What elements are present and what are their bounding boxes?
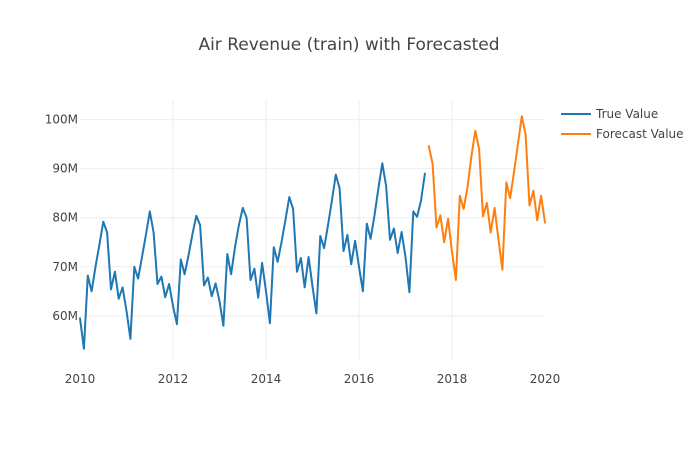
legend-item[interactable]: True Value: [561, 107, 658, 121]
x-tick-label: 2020: [530, 372, 561, 386]
series-lines: [79, 115, 546, 350]
y-tick-label: 90M: [52, 162, 78, 176]
legend-label: True Value: [595, 107, 658, 121]
y-tick-label: 70M: [52, 260, 78, 274]
chart-title: Air Revenue (train) with Forecasted: [198, 35, 499, 55]
series-line-true-value: [79, 162, 426, 350]
y-tick-label: 80M: [52, 211, 78, 225]
legend[interactable]: True Value Forecast Value: [561, 107, 684, 141]
x-tick-label: 2018: [437, 372, 468, 386]
legend-label: Forecast Value: [596, 127, 684, 141]
series-line-forecast-value: [427, 115, 546, 281]
grid: [80, 100, 545, 360]
x-tick-label: 2010: [65, 372, 96, 386]
legend-item[interactable]: Forecast Value: [561, 127, 684, 141]
x-tick-label: 2012: [158, 372, 189, 386]
x-tick-label: 2014: [251, 372, 282, 386]
y-axis-ticks: 60M 70M 80M 90M 100M: [45, 113, 78, 323]
y-tick-label: 100M: [45, 113, 78, 127]
x-axis-ticks: 2010 2012 2014 2016 2018 2020: [65, 372, 561, 386]
y-tick-label: 60M: [52, 309, 78, 323]
x-tick-label: 2016: [344, 372, 375, 386]
